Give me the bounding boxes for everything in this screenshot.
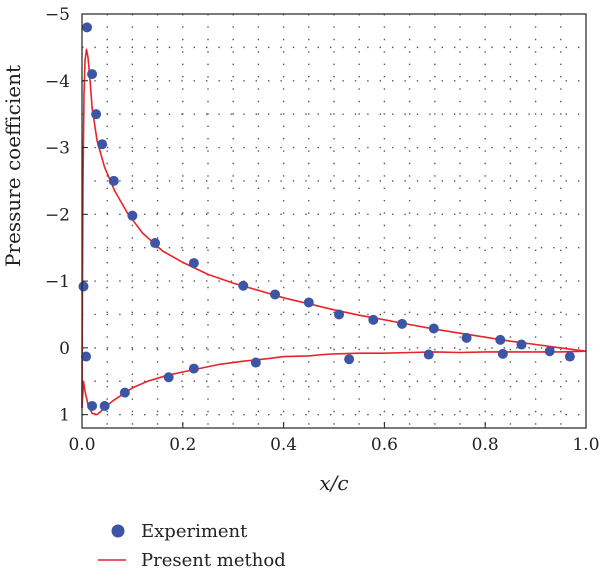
experiment-point [368, 314, 379, 325]
experiment-point [188, 363, 199, 374]
experiment-point [127, 210, 138, 221]
experiment-point [544, 346, 555, 357]
x-tick-label: 0.8 [472, 435, 499, 455]
experiment-point [238, 280, 249, 291]
experiment-point [119, 387, 130, 398]
experiment-point [516, 339, 527, 350]
experiment-point [97, 139, 108, 150]
experiment-point [270, 289, 281, 300]
experiment-point [81, 351, 92, 362]
experiment-point [397, 318, 408, 329]
experiment-point [303, 297, 314, 308]
y-tick-label: −5 [45, 5, 70, 25]
experiment-point [188, 258, 199, 269]
y-tick-label: 1 [59, 406, 70, 426]
x-tick-label: 0.4 [270, 435, 297, 455]
x-tick-label: 0.0 [68, 435, 95, 455]
experiment-point [564, 351, 575, 362]
y-tick-label: −4 [45, 72, 70, 92]
legend-present-method-label: Present method [141, 550, 286, 571]
series-layer [78, 22, 587, 416]
y-tick-label: −1 [45, 272, 70, 292]
x-tick-label: 1.0 [572, 435, 599, 455]
experiment-point [91, 109, 102, 120]
experiment-point [423, 349, 434, 360]
present-method-line-2 [81, 350, 587, 416]
legend-experiment-marker [111, 524, 125, 538]
x-tick-label: 0.6 [371, 435, 398, 455]
y-axis-label: Pressure coefficient [1, 65, 25, 267]
experiment-point [150, 238, 161, 249]
y-tick-label: 0 [59, 339, 70, 359]
ticks: 0.0 0.2 0.4 0.6 0.8 1.0 −5 −4 −3 −2 −1 0 1 [45, 5, 600, 455]
grid [82, 14, 586, 428]
experiment-point [99, 400, 110, 411]
present-method-line-1 [81, 48, 587, 409]
x-tick-label: 0.2 [169, 435, 196, 455]
legend-experiment-label: Experiment [141, 521, 248, 542]
y-tick-label: −2 [45, 205, 70, 225]
experiment-point [108, 175, 119, 186]
plot-frame [81, 13, 587, 429]
y-tick-label: −3 [45, 139, 70, 159]
experiment-point [461, 332, 472, 343]
experiment-point [87, 400, 98, 411]
experiment-point [497, 348, 508, 359]
experiment-point [78, 281, 89, 292]
experiment-point [82, 22, 93, 33]
experiment-point [495, 334, 506, 345]
experiment-point [250, 357, 261, 368]
x-axis-label: x/c [319, 471, 348, 495]
experiment-point [163, 372, 174, 383]
experiment-point [87, 69, 98, 80]
experiment-point [428, 323, 439, 334]
legend: Experiment Present method [98, 521, 286, 571]
experiment-point [344, 354, 355, 365]
experiment-point [334, 309, 345, 320]
